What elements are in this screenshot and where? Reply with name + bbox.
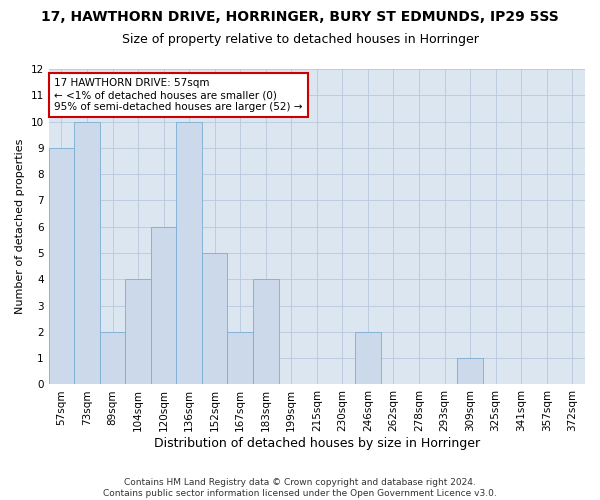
Bar: [125, 280, 151, 384]
X-axis label: Distribution of detached houses by size in Horringer: Distribution of detached houses by size …: [154, 437, 480, 450]
Bar: [100, 332, 125, 384]
Text: 17 HAWTHORN DRIVE: 57sqm
← <1% of detached houses are smaller (0)
95% of semi-de: 17 HAWTHORN DRIVE: 57sqm ← <1% of detach…: [54, 78, 302, 112]
Text: 17, HAWTHORN DRIVE, HORRINGER, BURY ST EDMUNDS, IP29 5SS: 17, HAWTHORN DRIVE, HORRINGER, BURY ST E…: [41, 10, 559, 24]
Text: Contains HM Land Registry data © Crown copyright and database right 2024.
Contai: Contains HM Land Registry data © Crown c…: [103, 478, 497, 498]
Bar: [49, 148, 74, 384]
Bar: [253, 280, 278, 384]
Bar: [74, 122, 100, 384]
Bar: [355, 332, 380, 384]
Bar: [176, 122, 202, 384]
Bar: [227, 332, 253, 384]
Bar: [202, 253, 227, 384]
Text: Size of property relative to detached houses in Horringer: Size of property relative to detached ho…: [122, 32, 478, 46]
Bar: [457, 358, 483, 384]
Bar: [151, 226, 176, 384]
Y-axis label: Number of detached properties: Number of detached properties: [15, 139, 25, 314]
